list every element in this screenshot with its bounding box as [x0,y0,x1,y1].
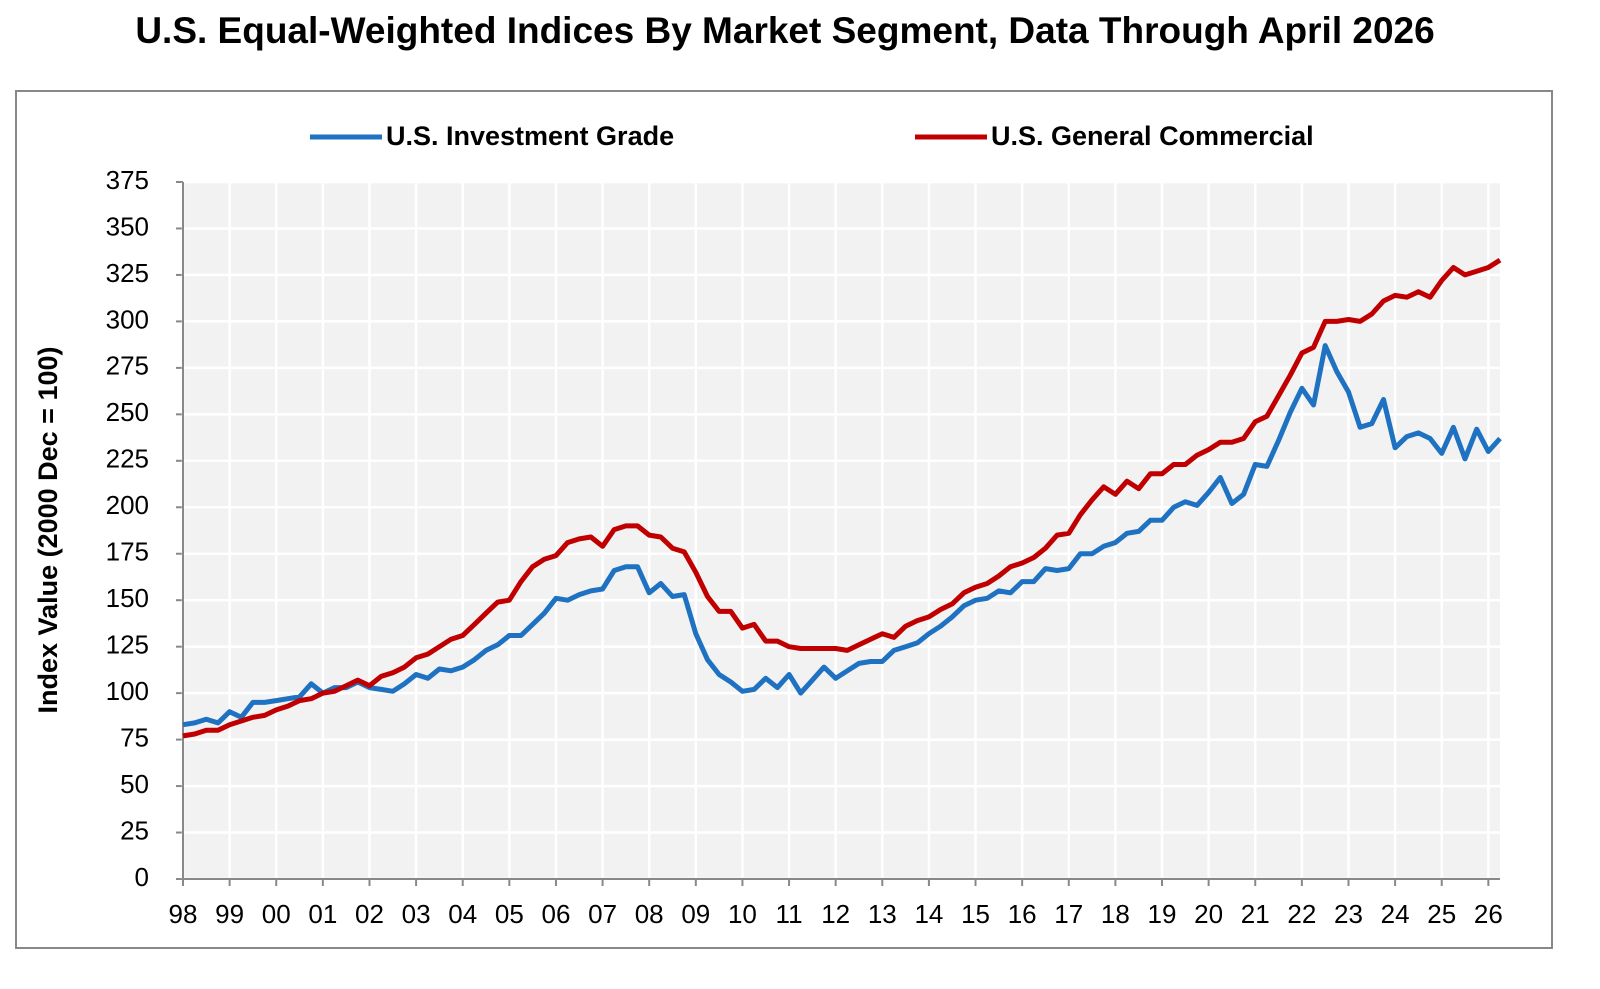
plot-area [183,182,1500,879]
x-tick-label: 23 [1334,899,1363,929]
x-tick-label: 26 [1474,899,1503,929]
x-tick-label: 03 [402,899,431,929]
x-tick-label: 01 [308,899,337,929]
x-tick-label: 06 [541,899,570,929]
y-tick-label: 25 [120,815,149,845]
y-tick-label: 275 [106,351,149,381]
x-tick-label: 22 [1287,899,1316,929]
y-tick-label: 75 [120,722,149,752]
x-tick-label: 14 [914,899,943,929]
legend-label: U.S. Investment Grade [386,121,674,151]
x-tick-label: 15 [961,899,990,929]
x-tick-label: 12 [821,899,850,929]
y-tick-label: 300 [106,304,149,334]
y-tick-label: 375 [106,165,149,195]
x-tick-label: 13 [868,899,897,929]
x-tick-label: 10 [728,899,757,929]
x-tick-label: 07 [588,899,617,929]
y-tick-label: 250 [106,397,149,427]
x-tick-label: 18 [1101,899,1130,929]
x-tick-label: 05 [495,899,524,929]
x-tick-label: 11 [776,899,803,929]
y-tick-label: 175 [106,537,149,567]
y-tick-label: 325 [106,258,149,288]
x-tick-label: 00 [262,899,291,929]
x-tick-label: 98 [169,899,198,929]
x-tick-label: 08 [635,899,664,929]
x-tick-label: 20 [1194,899,1223,929]
y-tick-label: 100 [106,676,149,706]
x-tick-label: 02 [355,899,384,929]
y-axis-label: Index Value (2000 Dec = 100) [33,347,63,714]
y-tick-label: 225 [106,444,149,474]
x-tick-label: 25 [1427,899,1456,929]
y-tick-label: 125 [106,630,149,660]
y-tick-label: 0 [135,862,149,892]
y-tick-label: 50 [120,769,149,799]
y-tick-label: 150 [106,583,149,613]
y-tick-label: 200 [106,490,149,520]
y-tick-label: 350 [106,211,149,241]
x-tick-label: 24 [1381,899,1410,929]
chart-title: U.S. Equal-Weighted Indices By Market Se… [135,10,1434,51]
series-line [182,257,1502,739]
x-tick-label: 99 [215,899,244,929]
x-tick-label: 19 [1148,899,1177,929]
legend-label: U.S. General Commercial [991,121,1314,151]
x-tick-label: 21 [1241,899,1270,929]
series-line [182,343,1502,728]
x-tick-label: 09 [681,899,710,929]
x-tick-label: 17 [1054,899,1083,929]
x-tick-label: 16 [1008,899,1037,929]
x-tick-label: 04 [448,899,477,929]
